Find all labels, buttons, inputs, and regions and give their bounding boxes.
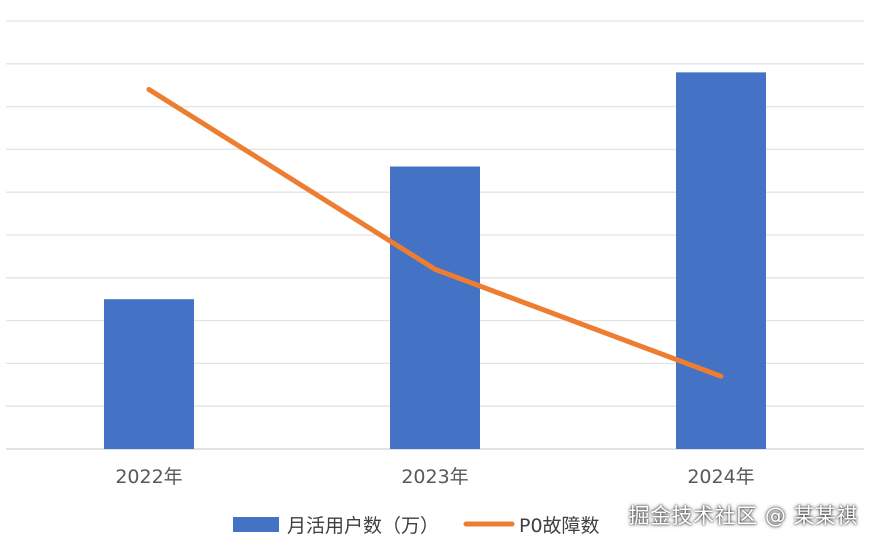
bar [104,299,194,449]
legend-label-bar: 月活用户数（万） [287,515,439,537]
line-series [146,86,724,379]
x-tick-label: 2024年 [687,466,754,488]
watermark: 掘金技术社区 @ 某某祺 [628,504,858,528]
legend-swatch-bar [233,517,279,532]
bar [676,72,766,450]
bar-series [104,72,766,450]
bar [390,166,480,449]
legend-label-line: P0故障数 [519,515,600,537]
series-line [146,86,724,379]
legend: 月活用户数（万） P0故障数 [233,515,600,537]
x-axis-labels: 2022年 2023年 2024年 [115,466,754,488]
x-tick-label: 2022年 [115,466,182,488]
x-tick-label: 2023年 [401,466,468,488]
